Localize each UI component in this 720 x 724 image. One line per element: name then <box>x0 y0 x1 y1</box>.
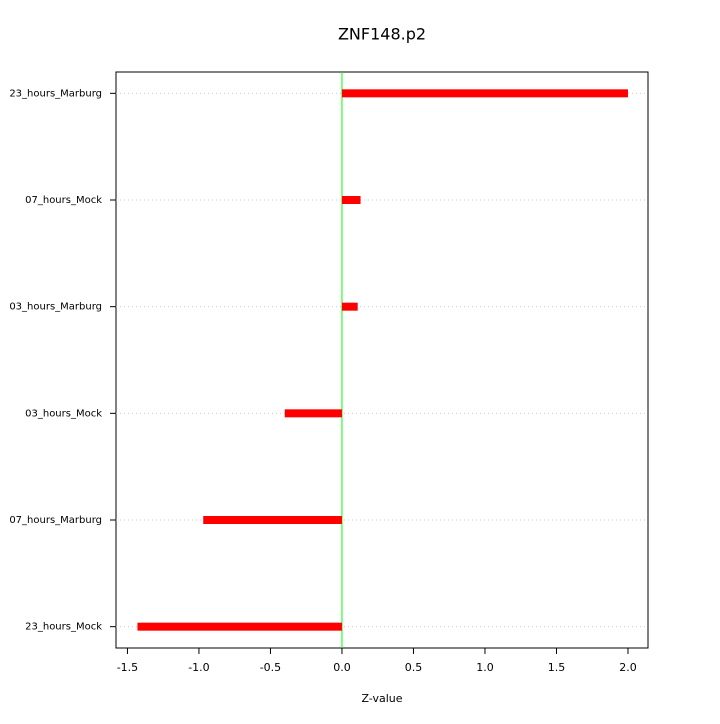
y-tick-label: 07_hours_Mock <box>25 195 102 206</box>
bar <box>341 196 361 204</box>
x-tick-label: -1.5 <box>117 661 138 674</box>
chart-title: ZNF148.p2 <box>338 25 426 44</box>
x-tick-label: 2.0 <box>619 661 637 674</box>
y-tick-label: 23_hours_Mock <box>25 622 102 633</box>
bar <box>341 89 628 98</box>
bar <box>203 516 342 524</box>
x-tick-label: 0.5 <box>405 661 423 674</box>
plot-frame <box>115 71 649 649</box>
bar <box>341 302 358 311</box>
x-tick-label: 1.0 <box>476 661 494 674</box>
y-tick-label: 03_hours_Marburg <box>9 302 102 313</box>
x-axis-label: Z-value <box>361 692 402 705</box>
x-tick-label: 0.0 <box>333 661 351 674</box>
x-tick-label: -1.0 <box>188 661 209 674</box>
y-tick-label: 03_hours_Mock <box>25 408 102 419</box>
x-tick-label: -0.5 <box>260 661 281 674</box>
y-tick-label: 23_hours_Marburg <box>9 88 102 99</box>
y-tick-label: 07_hours_Marburg <box>9 515 102 526</box>
bar <box>284 409 342 418</box>
bar <box>137 622 342 631</box>
x-tick-label: 1.5 <box>548 661 566 674</box>
